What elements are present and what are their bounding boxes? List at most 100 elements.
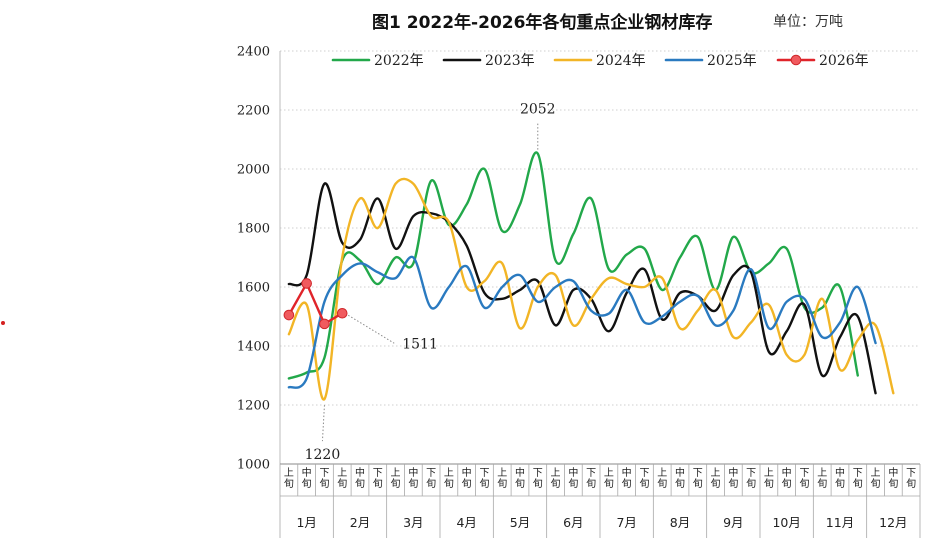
y-tick-label: 2000 [237,163,270,178]
x-subtick-label: 下 [693,468,703,479]
x-subtick-label: 旬 [515,477,525,490]
series-line-2026年 [287,282,344,326]
x-subtick-label: 旬 [426,477,436,490]
x-subtick-label: 上 [391,467,401,479]
x-subtick-label: 旬 [817,477,827,490]
series-line-2025年 [287,255,877,389]
x-subtick-label: 下 [586,468,596,479]
x-subtick-label: 上 [337,467,347,479]
x-subtick-label: 中 [568,466,578,479]
legend-label: 2023年 [485,53,535,69]
x-subtick-label: 上 [497,467,507,479]
x-subtick-label: 下 [533,468,543,479]
x-subtick-label: 上 [444,467,454,479]
x-subtick-label: 旬 [782,477,792,490]
y-tick-label: 1000 [237,458,270,473]
x-subtick-label: 下 [373,468,383,479]
unit-label: 单位：万吨 [773,14,843,30]
x-subtick-label: 中 [675,466,685,479]
x-subtick-label: 旬 [693,477,703,490]
x-subtick-label: 旬 [355,477,365,490]
x-subtick-label: 旬 [764,477,774,490]
x-subtick-label: 旬 [853,477,863,490]
x-subtick-label: 上 [604,467,614,479]
x-subtick-label: 旬 [551,477,561,490]
annotation-label: 2052 [520,102,556,118]
x-month-label: 10月 [772,515,800,530]
legend-label: 2026年 [819,53,869,69]
x-subtick-label: 中 [835,466,845,479]
annotation-leader [347,314,395,344]
x-subtick-label: 旬 [408,477,418,490]
x-subtick-label: 旬 [746,477,756,490]
x-subtick-label: 旬 [302,477,312,490]
x-subtick-label: 上 [764,467,774,479]
x-month-label: 3月 [403,515,423,530]
x-subtick-label: 中 [462,466,472,479]
legend-label: 2024年 [596,53,646,69]
x-subtick-label: 上 [284,467,294,479]
series-line-2022年 [287,151,859,380]
x-subtick-label: 旬 [391,477,401,490]
x-subtick-label: 中 [408,466,418,479]
series-point-2026年 [283,309,295,321]
legend: 2022年 2023年 2024年 2025年 2026年 [331,53,869,69]
x-month-label: 5月 [510,515,530,530]
x-subtick-label: 下 [426,468,436,479]
x-subtick-label: 下 [906,468,916,479]
series-line-2024年 [287,177,895,401]
series-point-2026年 [319,318,330,330]
x-subtick-label: 上 [551,467,561,479]
x-subtick-label: 中 [782,466,792,479]
x-subtick-label: 旬 [906,477,916,490]
x-subtick-label: 旬 [568,477,578,490]
x-subtick-label: 旬 [799,477,809,490]
x-subtick-label: 上 [657,467,667,479]
annotations: 2052 1511 1220 [305,102,556,463]
legend-label: 2022年 [374,53,424,69]
y-tick-label: 1800 [237,222,270,237]
x-subtick-label: 中 [888,466,898,479]
x-subtick-label: 下 [319,468,329,479]
x-subtick-label: 中 [728,466,738,479]
x-subtick-label: 上 [711,467,721,479]
x-subtick-label: 旬 [639,477,649,490]
x-subtick-label: 旬 [373,477,383,490]
x-subtick-label: 旬 [586,477,596,490]
x-month-label: 4月 [456,515,476,530]
x-subtick-label: 旬 [604,477,614,490]
x-subtick-label: 旬 [622,477,632,490]
x-subtick-label: 旬 [728,477,738,490]
series-point-2026年 [301,278,312,289]
x-subtick-label: 上 [817,467,827,479]
x-subtick-label: 旬 [497,477,507,490]
x-subtick-label: 中 [622,466,632,479]
x-subtick-label: 旬 [675,477,685,490]
chart-title: 图1 2022年-2026年各旬重点企业钢材库存 [372,13,713,33]
x-subtick-label: 旬 [319,477,329,490]
y-tick-label: 1600 [237,281,270,296]
x-month-label: 1月 [296,515,316,530]
x-subtick-label: 下 [853,468,863,479]
x-subtick-label: 旬 [711,477,721,490]
x-subtick-label: 旬 [533,477,543,490]
annotation-label: 1220 [305,447,341,463]
series-lines [283,151,895,401]
x-month-label: 2月 [350,515,370,530]
x-subtick-label: 旬 [871,477,881,490]
x-month-label: 9月 [723,515,743,530]
decorative-dot [1,321,5,325]
x-subtick-label: 中 [355,466,365,479]
x-subtick-label: 旬 [657,477,667,490]
x-subtick-label: 旬 [888,477,898,490]
x-subtick-label: 旬 [337,477,347,490]
x-subtick-label: 下 [799,468,809,479]
x-axis: 上旬中旬下旬上旬中旬下旬上旬中旬下旬上旬中旬下旬上旬中旬下旬上旬中旬下旬上旬中旬… [279,463,921,538]
x-subtick-label: 中 [515,466,525,479]
x-subtick-label: 中 [302,466,312,479]
x-month-label: 8月 [670,515,690,530]
series-point-2026年 [336,307,348,319]
x-subtick-label: 旬 [462,477,472,490]
x-month-label: 6月 [563,515,583,530]
